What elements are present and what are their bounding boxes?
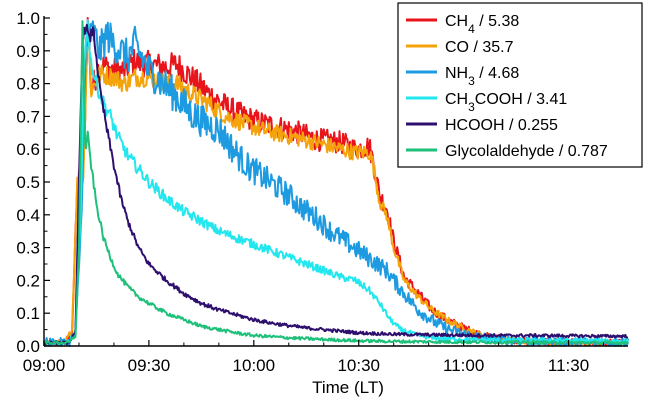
x-tick-label: 10:00 [233, 356, 276, 375]
x-axis-title: Time (LT) [312, 378, 384, 397]
x-ticks: 09:00 09:30 10:00 10:30 11:00 11:30 [23, 340, 605, 375]
y-tick-label: 0.5 [16, 173, 40, 192]
y-tick-label: 0.1 [16, 304, 40, 323]
y-tick-label: 0.6 [16, 140, 40, 159]
legend-items: CH4 / 5.38 CO / 35.7 NH3 / 4.68 CH3COOH / 3… [406, 13, 608, 160]
legend: CH4 / 5.38 CO / 35.7 NH3 / 4.68 CH3COOH / 3… [397, 2, 643, 168]
y-tick-label: 0.2 [16, 271, 40, 290]
axes-layer [43, 16, 628, 347]
y-tick-label: 0.9 [16, 42, 40, 61]
y-ticks: 0.0 0.1 0.2 0.3 0.4 0.5 0.6 0.7 0.8 0.9 1.0 [16, 9, 50, 356]
legend-label-ch3cooh: CH3COOH / 3.41 [445, 91, 567, 114]
y-tick-label: 1.0 [16, 9, 40, 28]
legend-box [397, 2, 643, 168]
series-line-glycolaldehyde [43, 20, 629, 346]
y-tick-label: 0.7 [16, 107, 40, 126]
y-tick-label: 0.0 [16, 337, 40, 356]
x-tick-label: 09:00 [23, 356, 66, 375]
series-line-ch3cooh [43, 19, 629, 346]
legend-label-hcooh: HCOOH / 0.255 [445, 117, 558, 134]
x-tick-label: 11:00 [443, 356, 484, 375]
y-tick-label: 0.3 [16, 239, 40, 258]
series-layer [43, 17, 629, 347]
legend-label-ch4: CH4 / 5.38 [445, 13, 519, 36]
y-tick-label: 0.4 [16, 206, 40, 225]
x-tick-label: 10:30 [337, 356, 380, 375]
y-tick-label: 0.8 [16, 75, 40, 94]
series-line-hcooh [43, 23, 629, 346]
x-tick-label: 09:30 [128, 356, 171, 375]
legend-label-co: CO / 35.7 [445, 39, 514, 56]
legend-label-glycolaldehyde: Glycolaldehyde / 0.787 [445, 143, 608, 160]
x-tick-label: 11:30 [548, 356, 589, 375]
legend-label-nh3: NH3 / 4.68 [445, 65, 519, 88]
